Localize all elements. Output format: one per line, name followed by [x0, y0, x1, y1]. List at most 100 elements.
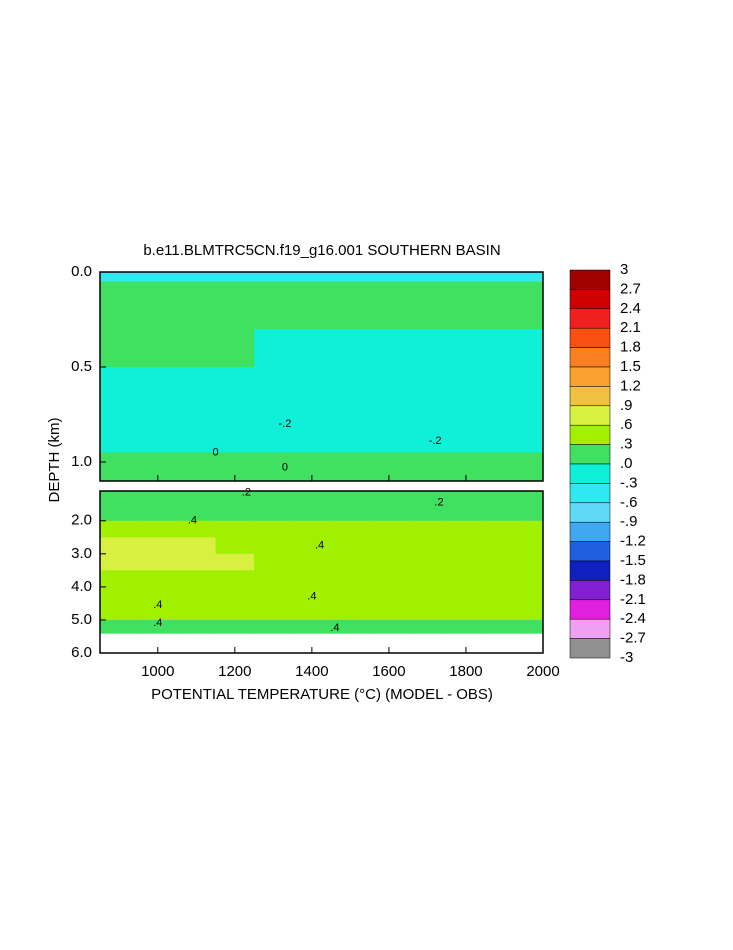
field-cell — [177, 272, 217, 282]
field-cell — [138, 281, 178, 301]
colorbar-label: -.6 — [620, 494, 638, 511]
x-tick-label: 1600 — [372, 663, 405, 680]
field-cell — [254, 452, 294, 472]
field-cell — [369, 520, 409, 538]
field-cell — [485, 603, 525, 621]
field-cell — [446, 329, 486, 368]
colorbar-swatch — [569, 289, 611, 310]
field-cell — [177, 504, 217, 522]
chart-title: b.e11.BLMTRC5CN.f19_g16.001 SOUTHERN BAS… — [143, 242, 500, 259]
field-cell — [523, 553, 544, 571]
field-cell — [369, 586, 409, 604]
field-cell — [100, 367, 140, 406]
field-cell — [446, 586, 486, 604]
contour-label: .2 — [434, 496, 443, 508]
field-cell — [331, 367, 371, 406]
field-cell — [254, 520, 294, 538]
field-cell — [138, 537, 178, 555]
field-cell — [331, 619, 371, 634]
field-cell — [408, 553, 448, 571]
field-cell — [485, 471, 525, 482]
colorbar-swatch — [569, 327, 611, 348]
field-cell — [485, 537, 525, 555]
panel-frame — [99, 271, 544, 482]
field-cell — [100, 570, 140, 588]
field-cell — [292, 491, 332, 505]
panel-frame — [99, 490, 544, 654]
field-cell — [446, 504, 486, 522]
y-tick-label: 1.0 — [71, 453, 92, 470]
colorbar-swatch — [569, 618, 611, 639]
contour-label: .4 — [188, 515, 197, 527]
field-cell — [254, 471, 294, 482]
field-cell — [523, 471, 544, 482]
field-cell — [292, 619, 332, 634]
field-cell — [408, 504, 448, 522]
field-cell — [215, 405, 255, 434]
colorbar-swatch — [569, 386, 611, 407]
x-tick-label: 2000 — [526, 663, 559, 680]
field-cell — [408, 281, 448, 301]
field-cell — [138, 520, 178, 538]
colorbar-swatch — [569, 347, 611, 368]
field-cell — [100, 537, 140, 555]
x-tick-label: 1200 — [218, 663, 251, 680]
field-cell — [292, 570, 332, 588]
field-cell — [215, 570, 255, 588]
contour-label: .4 — [307, 591, 316, 603]
y-tick-label: 0.5 — [71, 358, 92, 375]
field-cell — [446, 405, 486, 434]
field-cell — [138, 603, 178, 621]
field-cell — [485, 553, 525, 571]
field-cell — [177, 367, 217, 406]
contour-label: .2 — [242, 487, 251, 499]
field-cell — [408, 367, 448, 406]
field-cell — [292, 586, 332, 604]
field-cell — [331, 471, 371, 482]
colorbar-label: 2.1 — [620, 319, 641, 336]
field-cell — [331, 537, 371, 555]
field-cell — [177, 520, 217, 538]
field-cell — [215, 619, 255, 634]
field-cell — [523, 367, 544, 406]
field-cell — [523, 619, 544, 634]
colorbar-label: 1.5 — [620, 358, 641, 375]
field-cell — [138, 433, 178, 453]
field-cell — [446, 300, 486, 330]
field-cell — [369, 452, 409, 472]
field-cell — [292, 405, 332, 434]
field-cell — [446, 553, 486, 571]
field-cell — [331, 329, 371, 368]
field-cell — [523, 405, 544, 434]
colorbar-label: .9 — [620, 397, 633, 414]
colorbar-swatch — [569, 308, 611, 329]
contour-label: 0 — [282, 462, 288, 474]
colorbar-label: 2.4 — [620, 300, 641, 317]
field-cell — [292, 300, 332, 330]
y-tick-label: 3.0 — [71, 545, 92, 562]
colorbar-swatch — [569, 580, 611, 601]
colorbar-swatch — [569, 560, 611, 581]
field-cell — [177, 619, 217, 634]
field-cell — [215, 367, 255, 406]
colorbar-label: -2.7 — [620, 630, 646, 647]
field-cell — [138, 329, 178, 368]
field-cell — [138, 300, 178, 330]
field-cell — [485, 433, 525, 453]
field-cell — [331, 300, 371, 330]
field-cell — [254, 491, 294, 505]
field-cell — [408, 537, 448, 555]
field-cell — [177, 281, 217, 301]
field-cell — [523, 452, 544, 472]
field-cell — [138, 553, 178, 571]
y-tick-label: 4.0 — [71, 578, 92, 595]
field-cell — [254, 619, 294, 634]
field-cell — [408, 300, 448, 330]
colorbar-swatch — [569, 444, 611, 465]
field-cell — [523, 281, 544, 301]
field-cell — [331, 520, 371, 538]
field-cell — [177, 300, 217, 330]
y-tick-label: 5.0 — [71, 611, 92, 628]
field-cell — [485, 491, 525, 505]
contour-label: .4 — [153, 599, 162, 611]
